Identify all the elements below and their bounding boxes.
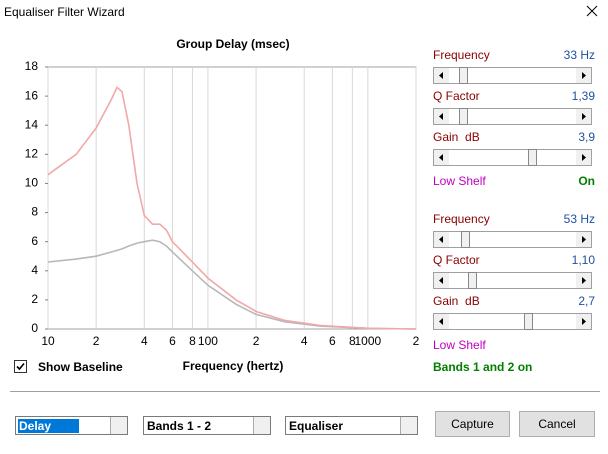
param-value: 3,9 bbox=[578, 130, 595, 144]
slider-right[interactable] bbox=[576, 273, 591, 288]
dropdown[interactable]: Delay bbox=[15, 416, 128, 435]
x-axis-label: Frequency (hertz) bbox=[183, 359, 284, 373]
dropdown-text: Bands 1 - 2 bbox=[147, 419, 212, 433]
dropdown-text: Delay bbox=[18, 419, 80, 433]
dropdown-text: Equaliser bbox=[289, 419, 344, 433]
param-label: Frequency bbox=[433, 48, 490, 62]
slider-left[interactable] bbox=[434, 273, 449, 288]
param-value: 2,7 bbox=[578, 294, 595, 308]
param-label: Frequency bbox=[433, 212, 490, 226]
param-label: Gain dB bbox=[433, 130, 480, 144]
slider-right[interactable] bbox=[576, 68, 591, 83]
series-line bbox=[47, 86, 417, 330]
x-tick-label: 6 bbox=[169, 334, 176, 348]
x-tick-label: 2 bbox=[93, 334, 100, 348]
param-label: Gain dB bbox=[433, 294, 480, 308]
slider[interactable] bbox=[433, 272, 592, 289]
slider[interactable] bbox=[433, 313, 592, 330]
dropdown-arrow bbox=[400, 417, 417, 434]
y-tick-label: 2 bbox=[31, 292, 38, 306]
y-tick-label: 12 bbox=[25, 147, 39, 161]
x-tick-label: 6 bbox=[329, 334, 336, 348]
slider-thumb[interactable] bbox=[528, 149, 537, 166]
param-value: 1,39 bbox=[571, 89, 595, 103]
x-tick-label: 8 bbox=[189, 334, 196, 348]
slider[interactable] bbox=[433, 108, 592, 125]
check-mark bbox=[16, 362, 25, 371]
y-tick-label: 6 bbox=[31, 234, 38, 248]
chart: Group Delay (msec) Frequency (hertz) 10 2… bbox=[25, 37, 420, 373]
slider[interactable] bbox=[433, 149, 592, 166]
slider-right[interactable] bbox=[576, 314, 591, 329]
slider-left[interactable] bbox=[434, 150, 449, 165]
param-value: 1,10 bbox=[571, 253, 595, 267]
close-button[interactable] bbox=[585, 4, 599, 18]
slider-left[interactable] bbox=[434, 232, 449, 247]
slider-thumb[interactable] bbox=[524, 313, 533, 330]
shelf-label: Low Shelf bbox=[433, 174, 486, 188]
x-tick-label: 10 bbox=[41, 334, 55, 348]
slider-left[interactable] bbox=[434, 314, 449, 329]
y-tick-label: 4 bbox=[31, 263, 38, 277]
dropdown-arrow bbox=[253, 417, 270, 434]
y-tick-label: 18 bbox=[25, 59, 39, 73]
dropdown[interactable]: Equaliser bbox=[285, 416, 418, 435]
x-tick-label: 2 bbox=[253, 334, 260, 348]
slider-left[interactable] bbox=[434, 109, 449, 124]
slider-left[interactable] bbox=[434, 68, 449, 83]
slider[interactable] bbox=[433, 231, 592, 248]
series-line bbox=[47, 239, 417, 330]
x-tick-label: 8 bbox=[349, 334, 356, 348]
status: Bands 1 and 2 on bbox=[433, 360, 533, 374]
x-tick-label: 1000 bbox=[355, 334, 382, 348]
slider-right[interactable] bbox=[576, 150, 591, 165]
dropdown[interactable]: Bands 1 - 2 bbox=[143, 416, 271, 435]
checkbox-label[interactable]: Show Baseline bbox=[38, 360, 123, 374]
slider-thumb[interactable] bbox=[459, 108, 468, 125]
slider-thumb[interactable] bbox=[461, 231, 470, 248]
y-tick-label: 8 bbox=[31, 205, 38, 219]
y-tick-label: 16 bbox=[25, 88, 39, 102]
param-label: Q Factor bbox=[433, 89, 480, 103]
y-tick-label: 0 bbox=[31, 321, 38, 335]
param-value: 33 Hz bbox=[563, 48, 595, 62]
y-tick-label: 10 bbox=[25, 176, 39, 190]
window-title: Equaliser Filter Wizard bbox=[4, 5, 125, 19]
checkbox[interactable] bbox=[14, 360, 27, 373]
x-tick-label: 4 bbox=[141, 334, 148, 348]
param-label: Q Factor bbox=[433, 253, 480, 267]
slider-thumb[interactable] bbox=[468, 272, 477, 289]
x-tick-label: 4 bbox=[301, 334, 308, 348]
cancel-button[interactable]: Cancel bbox=[519, 411, 595, 437]
x-tick-label: 2 bbox=[413, 334, 420, 348]
dropdown-arrow bbox=[110, 417, 127, 434]
param-value: 53 Hz bbox=[563, 212, 595, 226]
shelf-state: On bbox=[578, 174, 595, 188]
separator bbox=[10, 391, 600, 392]
slider-thumb[interactable] bbox=[459, 67, 468, 84]
slider[interactable] bbox=[433, 67, 592, 84]
plot-area bbox=[47, 66, 417, 330]
slider-right[interactable] bbox=[576, 232, 591, 247]
chart-title: Group Delay (msec) bbox=[176, 37, 289, 51]
y-tick-label: 14 bbox=[25, 117, 39, 131]
slider-right[interactable] bbox=[576, 109, 591, 124]
capture-button[interactable]: Capture bbox=[435, 411, 510, 437]
shelf-label: Low Shelf bbox=[433, 338, 486, 352]
x-tick-label: 100 bbox=[198, 334, 218, 348]
